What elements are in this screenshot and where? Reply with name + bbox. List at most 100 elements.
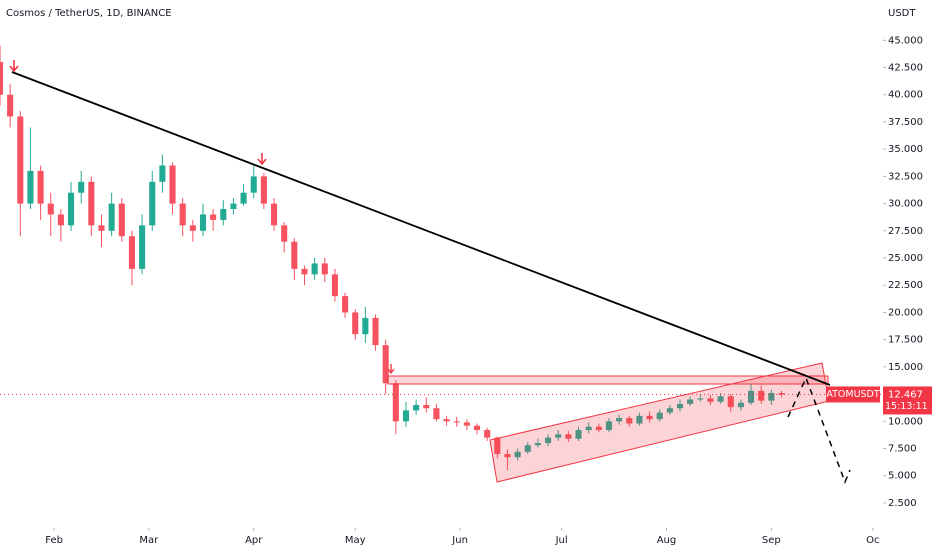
candle-body	[372, 317, 379, 346]
arrow	[9, 60, 19, 73]
y-tick-label: 7.500	[888, 444, 917, 455]
candle-body	[707, 398, 714, 402]
x-tick-label: Sep	[762, 535, 781, 546]
x-tick-label: Apr	[245, 535, 263, 546]
candle-body	[139, 225, 146, 269]
candle-body	[179, 203, 186, 226]
candle-body	[159, 165, 166, 182]
y-tick-label: 30.000	[888, 199, 923, 210]
candle-body	[17, 116, 24, 204]
candle-body	[352, 312, 359, 335]
candle-body	[768, 393, 775, 401]
candle-body	[98, 225, 105, 231]
candle-body	[484, 430, 491, 438]
x-tick-label: Feb	[45, 535, 63, 546]
candle-body	[331, 274, 338, 297]
y-tick-label: 5.000	[888, 471, 917, 482]
y-tick-label: 32.500	[888, 171, 923, 182]
price-tag	[883, 386, 932, 415]
candle-body	[392, 383, 399, 422]
y-tick-label: 2.500	[888, 498, 917, 509]
x-tick-label: Mar	[139, 535, 159, 546]
candles	[0, 45, 785, 471]
x-tick-label: May	[345, 535, 366, 546]
arrow	[387, 364, 395, 375]
y-tick-label: 42.500	[888, 62, 923, 73]
candle-body	[737, 402, 744, 408]
candle-body	[646, 415, 653, 420]
y-tick-label: 22.500	[888, 280, 923, 291]
candle-body	[473, 425, 481, 431]
candle-body	[545, 437, 552, 444]
candle-body	[362, 317, 369, 335]
y-tick-label: 10.000	[888, 416, 923, 427]
drawings	[9, 60, 851, 485]
candle-body	[666, 408, 673, 413]
y-tick-label: 25.000	[888, 253, 923, 264]
candle-body	[402, 410, 410, 422]
candle-body	[281, 225, 288, 242]
y-tick-label: 17.500	[888, 335, 923, 346]
y-tick-label: 15.000	[888, 362, 923, 373]
candle-body	[605, 421, 613, 431]
candle-body	[27, 170, 34, 204]
candle-body	[494, 437, 501, 454]
candle-body	[169, 165, 176, 204]
y-tick-label: 35.000	[888, 144, 923, 155]
candle-body	[443, 419, 450, 422]
candle-body	[260, 176, 267, 204]
resistance-zone	[387, 375, 829, 385]
candle-body	[7, 94, 14, 117]
candle-body	[149, 181, 156, 226]
candle-body	[220, 209, 227, 220]
candle-body	[108, 203, 115, 231]
candle-body	[57, 214, 64, 226]
candle-body	[585, 426, 592, 431]
candle-body	[311, 263, 318, 275]
candle-body	[514, 451, 521, 458]
y-tick-label: 27.500	[888, 226, 923, 237]
candle-body	[189, 225, 196, 231]
x-tick-label: Aug	[657, 535, 677, 546]
arrow	[257, 153, 267, 166]
candle-body	[575, 430, 582, 439]
candle-body	[727, 396, 734, 408]
candle-body	[342, 296, 349, 313]
candle-body	[504, 453, 511, 458]
candle-body	[270, 203, 278, 226]
candle-body	[565, 434, 572, 439]
trend-line	[11, 71, 831, 386]
candle-body	[128, 236, 135, 269]
x-tick-label: Jun	[451, 535, 468, 546]
y-tick-label: 37.500	[888, 117, 923, 128]
candle-body	[758, 390, 765, 401]
y-tick-label: 40.000	[888, 90, 923, 101]
candle-body	[230, 203, 237, 210]
candle-body	[423, 404, 430, 409]
x-tick-label: Oc	[866, 535, 879, 546]
candle-body	[626, 418, 633, 424]
candle-body	[463, 422, 470, 426]
candle-body	[555, 434, 562, 438]
countdown-label: 15:13:11	[885, 401, 928, 412]
candle-body	[616, 418, 623, 422]
axis-unit: USDT	[888, 8, 916, 19]
candle-body	[748, 390, 755, 403]
price-label: 12.467	[888, 389, 923, 400]
candle-body	[118, 203, 125, 237]
candle-body	[778, 393, 785, 395]
candle-body	[88, 181, 95, 226]
candle-body	[68, 192, 75, 226]
candle-body	[697, 398, 704, 400]
symbol-tag	[826, 386, 880, 403]
candle-body	[47, 203, 54, 215]
candle-body	[240, 192, 247, 204]
y-tick-label: 45.000	[888, 35, 923, 46]
candle-body	[199, 214, 207, 231]
symbol-label: ATOMUSDT	[826, 389, 880, 400]
candle-body	[453, 421, 460, 423]
candle-body	[291, 241, 298, 269]
candle-body	[676, 403, 684, 409]
